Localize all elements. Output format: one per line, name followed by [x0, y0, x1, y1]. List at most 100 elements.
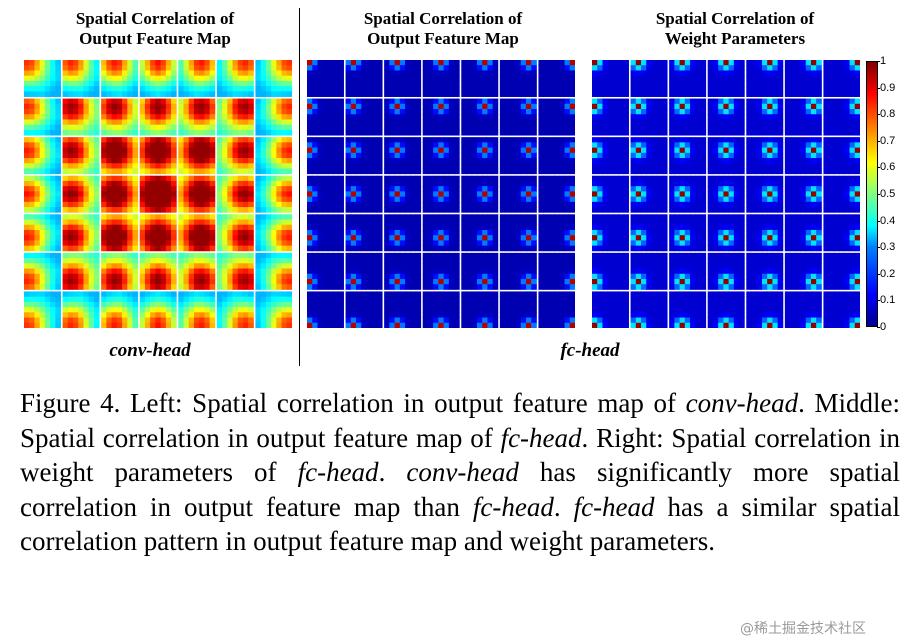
correlation-cell	[139, 214, 177, 252]
correlation-cell	[707, 175, 745, 213]
figure-caption: Figure 4. Left: Spatial correlation in o…	[20, 386, 900, 559]
correlation-cell	[499, 175, 537, 213]
correlation-cell	[422, 291, 460, 328]
correlation-cell	[630, 291, 668, 328]
correlation-cell	[592, 137, 629, 175]
correlation-cell	[216, 60, 254, 97]
caption-italic-term: conv-head	[406, 457, 519, 487]
correlation-cell	[178, 137, 216, 175]
correlation-cell	[823, 60, 860, 97]
correlation-cell	[384, 214, 422, 252]
correlation-cell	[669, 214, 707, 252]
correlation-cell	[384, 137, 422, 175]
correlation-cell	[823, 252, 860, 290]
correlation-cell	[24, 60, 61, 97]
colorbar-tick: 0.3	[876, 241, 896, 254]
correlation-cell	[101, 252, 139, 290]
correlation-cell	[707, 137, 745, 175]
caption-italic-term: fc-head	[500, 422, 582, 453]
correlation-cell	[592, 214, 629, 252]
correlation-cell	[178, 291, 216, 328]
correlation-cell	[746, 175, 784, 213]
correlation-cell	[255, 137, 292, 175]
correlation-cell	[499, 252, 537, 290]
panel-title-line2: Weight Parameters	[664, 29, 806, 48]
correlation-cell	[384, 98, 422, 136]
correlation-cell	[592, 60, 629, 97]
correlation-cell	[707, 214, 745, 252]
correlation-cell	[538, 60, 575, 97]
correlation-cell	[422, 252, 460, 290]
label-conv-head: conv-head	[109, 340, 191, 361]
correlation-cell	[630, 60, 668, 97]
correlation-cell	[307, 60, 344, 97]
correlation-cell	[384, 252, 422, 290]
correlation-cell	[538, 252, 575, 290]
correlation-cell	[784, 214, 822, 252]
correlation-cell	[255, 252, 292, 290]
correlation-cell	[139, 137, 177, 175]
watermark: @稀土掘金技术社区	[740, 621, 866, 637]
correlation-cell	[461, 175, 499, 213]
correlation-cell	[499, 291, 537, 328]
correlation-cell	[345, 137, 383, 175]
correlation-cell	[823, 137, 860, 175]
correlation-cell	[784, 291, 822, 328]
correlation-cell	[461, 214, 499, 252]
heatmap-fc-head-weight	[592, 60, 860, 328]
correlation-cell	[216, 98, 254, 136]
correlation-cell	[216, 137, 254, 175]
correlation-cell	[307, 98, 344, 136]
correlation-cell	[461, 98, 499, 136]
correlation-cell	[62, 137, 100, 175]
caption-segment: has significantly more spatial correlati…	[20, 457, 900, 522]
correlation-cell	[746, 252, 784, 290]
correlation-cell	[784, 60, 822, 97]
correlation-cell	[823, 291, 860, 328]
correlation-cell	[345, 214, 383, 252]
caption-segment: has a similar spatial correlation patter…	[20, 491, 900, 557]
correlation-cell	[707, 60, 745, 97]
correlation-cell	[62, 214, 100, 252]
colorbar-tick: 0.1	[876, 294, 896, 307]
correlation-cell	[178, 60, 216, 97]
correlation-cell	[422, 98, 460, 136]
caption-italic-term: fc-head	[297, 457, 379, 487]
correlation-cell	[62, 60, 100, 97]
correlation-cell	[384, 291, 422, 328]
correlation-cell	[669, 137, 707, 175]
correlation-cell	[62, 98, 100, 136]
correlation-cell	[101, 60, 139, 97]
correlation-cell	[630, 175, 668, 213]
correlation-cell	[630, 98, 668, 136]
correlation-cell	[592, 291, 629, 328]
correlation-cell	[307, 252, 344, 290]
correlation-cell	[62, 252, 100, 290]
caption-text: Figure 4. Left: Spatial correlation in o…	[20, 386, 900, 559]
correlation-cell	[24, 98, 61, 136]
correlation-cell	[707, 252, 745, 290]
correlation-cell	[669, 291, 707, 328]
correlation-cell	[461, 252, 499, 290]
correlation-cell	[461, 137, 499, 175]
correlation-cell	[707, 291, 745, 328]
correlation-cell	[746, 98, 784, 136]
correlation-cell	[345, 98, 383, 136]
correlation-cell	[784, 137, 822, 175]
correlation-cell	[592, 175, 629, 213]
correlation-cell	[139, 98, 177, 136]
correlation-cell	[384, 60, 422, 97]
panel-title-line1: Spatial Correlation of	[363, 9, 523, 28]
correlation-cell	[538, 98, 575, 136]
correlation-cell	[139, 175, 177, 213]
correlation-cell	[178, 175, 216, 213]
correlation-cell	[345, 291, 383, 328]
correlation-cell	[746, 214, 784, 252]
correlation-cell	[823, 98, 860, 136]
correlation-cell	[62, 175, 100, 213]
correlation-cell	[538, 214, 575, 252]
heatmap-fc-head-feature	[307, 60, 575, 328]
caption-segment: .	[553, 491, 574, 522]
correlation-cell	[499, 137, 537, 175]
correlation-cell	[178, 214, 216, 252]
